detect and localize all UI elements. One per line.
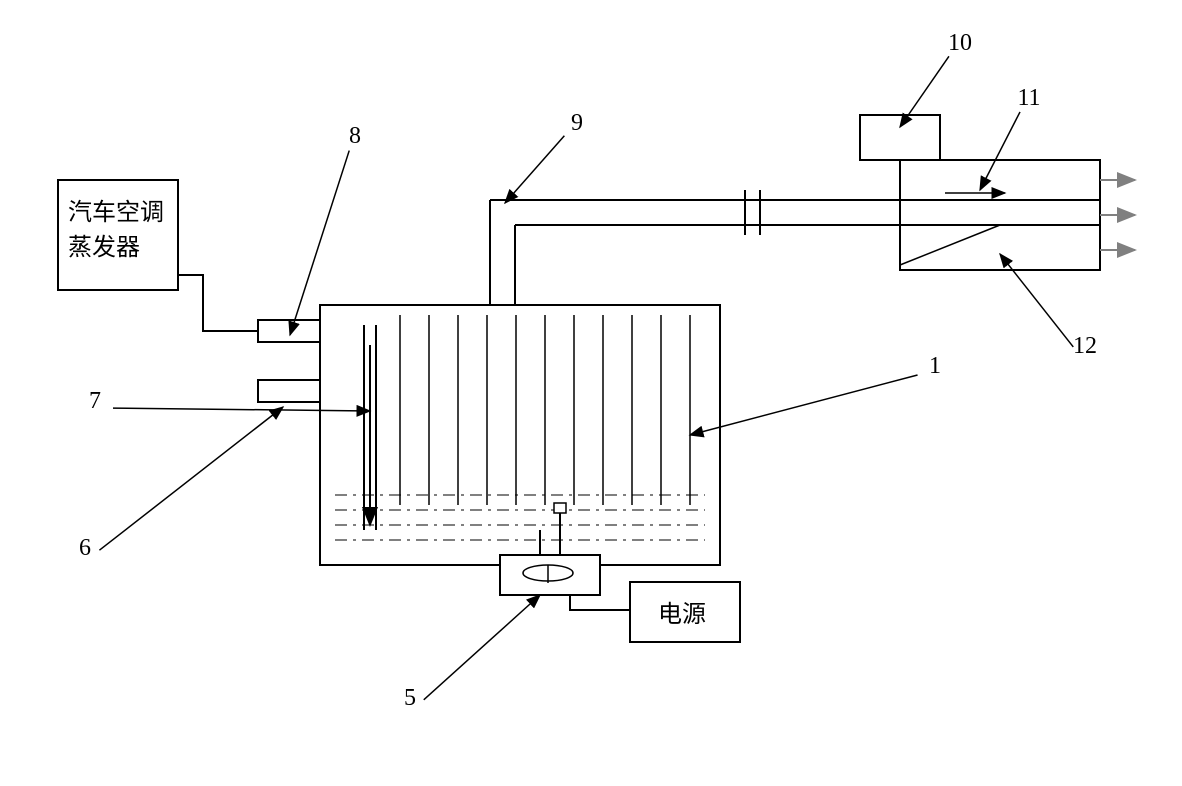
top-hat-box [860,115,940,160]
svg-text:12: 12 [1073,333,1097,359]
outlet-box [900,160,1100,270]
svg-text:9: 9 [571,110,583,136]
upper-inlet-pipe [258,320,320,342]
svg-text:5: 5 [404,685,416,711]
svg-text:汽车空调: 汽车空调 [68,199,164,226]
output-arrows [1100,180,1135,250]
svg-text:6: 6 [79,535,91,561]
evaporator-to-inlet-line [178,275,258,331]
schematic-diagram: 汽车空调 蒸发器 电源 [0,0,1182,786]
lower-inlet-pipe [258,380,320,402]
svg-text:1: 1 [929,353,941,379]
svg-text:11: 11 [1017,85,1040,111]
svg-text:7: 7 [89,388,101,414]
outlet-pipe [490,190,900,305]
svg-text:电源: 电源 [658,601,706,628]
svg-text:10: 10 [948,30,972,56]
svg-text:8: 8 [349,123,361,149]
tank-box [320,305,720,565]
power-box: 电源 [630,582,740,642]
svg-text:蒸发器: 蒸发器 [68,234,140,261]
evaporator-box: 汽车空调 蒸发器 [58,180,178,290]
